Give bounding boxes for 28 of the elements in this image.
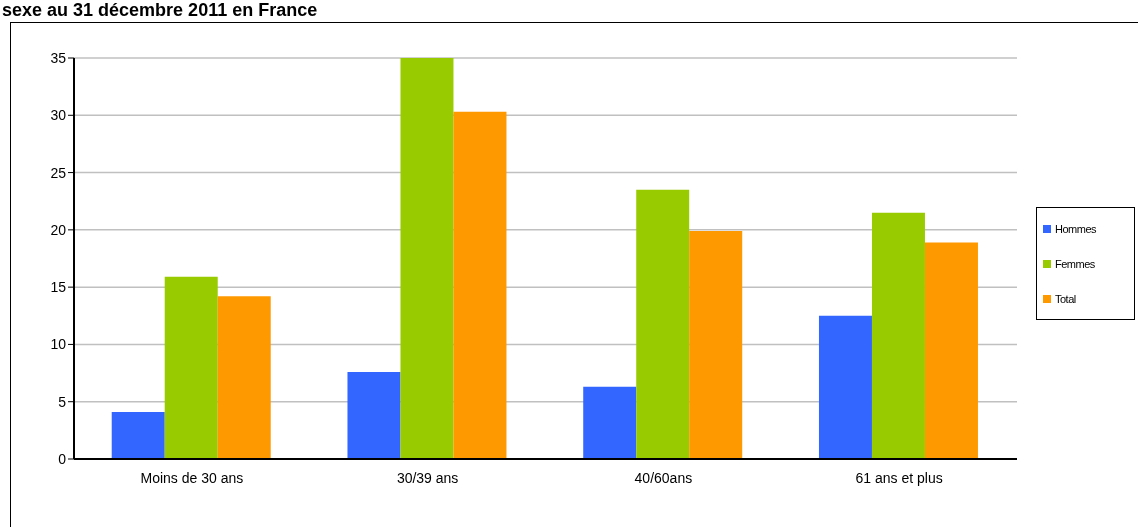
x-tick-label: 61 ans et plus — [855, 469, 943, 486]
x-tick-label: 40/60ans — [634, 469, 693, 486]
legend-label: Hommes — [1055, 223, 1097, 235]
bar — [871, 212, 925, 459]
bar — [924, 242, 978, 459]
bar — [453, 111, 507, 459]
y-tick-label: 10 — [50, 336, 67, 353]
y-tick-label: 30 — [50, 107, 67, 124]
y-tick-label: 0 — [58, 450, 67, 467]
bar — [217, 296, 271, 459]
legend-label: Total — [1055, 293, 1076, 305]
bar — [583, 386, 637, 459]
x-tick-label: 30/39 ans — [396, 469, 459, 486]
bar — [400, 58, 454, 459]
bar — [689, 231, 743, 459]
x-tick-label: Moins de 30 ans — [140, 469, 244, 486]
bar — [347, 371, 401, 459]
y-tick-label: 35 — [50, 49, 67, 66]
y-tick-label: 20 — [50, 221, 67, 238]
y-tick-label: 25 — [50, 164, 67, 181]
legend-label: Femmes — [1055, 258, 1095, 270]
bar — [111, 412, 165, 459]
bar — [164, 276, 218, 459]
y-tick-label: 15 — [50, 279, 67, 296]
y-tick-label: 5 — [58, 393, 67, 410]
bar — [636, 189, 690, 459]
bar — [818, 315, 872, 459]
chart-title: sexe au 31 décembre 2011 en France — [2, 0, 318, 20]
